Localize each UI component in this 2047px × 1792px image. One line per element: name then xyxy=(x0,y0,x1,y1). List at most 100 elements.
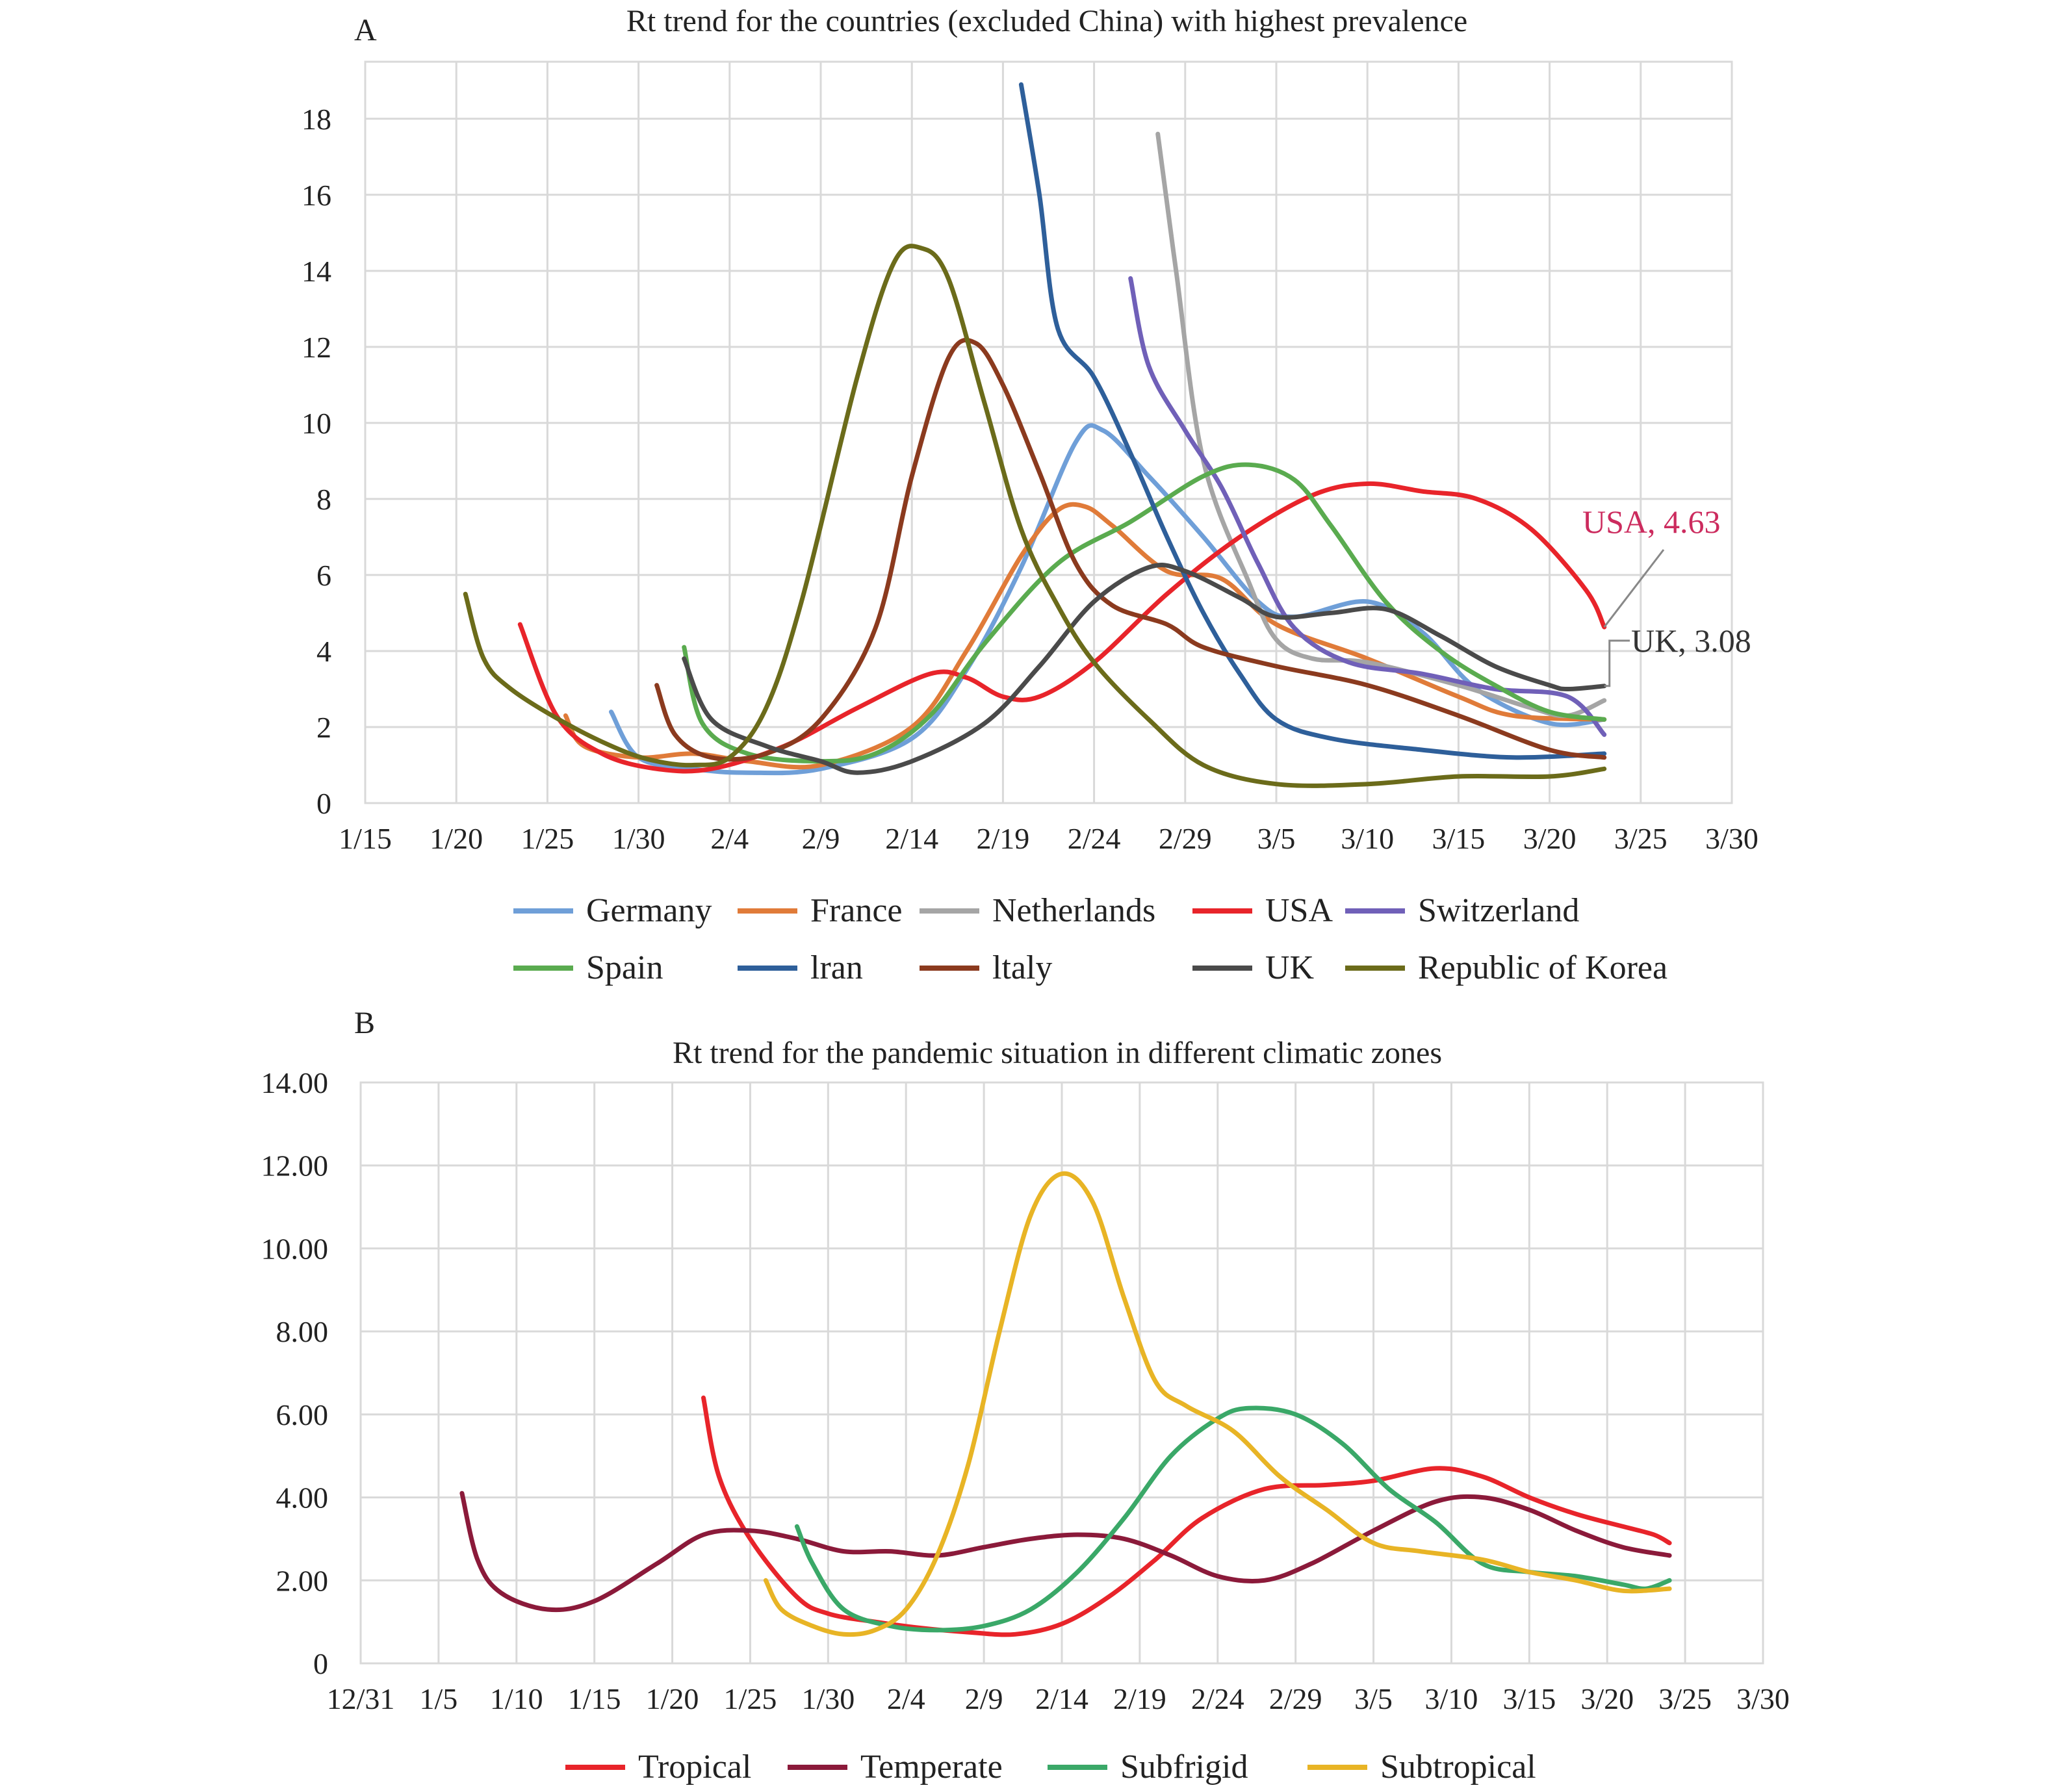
annotation-usa: USA, 4.63 xyxy=(1582,504,1721,628)
y-tick-label: 2.00 xyxy=(276,1564,329,1597)
legend-item-temperate: Temperate xyxy=(788,1748,1003,1786)
annotations-a: USA, 4.63 UK, 3.08 xyxy=(1582,504,1751,687)
legend-item-netherlands: Netherlands xyxy=(920,892,1155,929)
series-line-usa xyxy=(517,481,1607,774)
x-tick-label: 1/10 xyxy=(490,1682,543,1715)
x-axis-a: 1/15 1/20 1/25 1/30 2/4 2/9 2/14 2/19 2/24 2/29 3/… xyxy=(339,822,1758,855)
series-group-a xyxy=(463,82,1607,788)
x-tick-label: 3/15 xyxy=(1432,822,1486,855)
x-tick-label: 2/29 xyxy=(1159,822,1212,855)
y-tick-label: 18 xyxy=(302,103,331,136)
legend-label: Subtropical xyxy=(1380,1748,1536,1786)
series-line-subfrigid xyxy=(794,1405,1672,1633)
x-tick-label: 2/4 xyxy=(887,1682,925,1715)
x-tick-label: 3/20 xyxy=(1580,1682,1634,1715)
y-tick-label: 16 xyxy=(302,179,331,212)
x-tick-label: 2/9 xyxy=(802,822,840,855)
y-tick-label: 4.00 xyxy=(276,1481,329,1515)
x-tick-label: 2/19 xyxy=(977,822,1030,855)
y-tick-label: 8 xyxy=(316,483,331,516)
series-line-uk xyxy=(682,563,1607,775)
x-tick-label: 1/20 xyxy=(430,822,483,855)
y-tick-label: 12.00 xyxy=(261,1149,329,1183)
legend-item-tropical: Tropical xyxy=(565,1748,751,1786)
y-tick-label: 0 xyxy=(313,1647,328,1680)
chart-title-a: Rt trend for the countries (excluded Chi… xyxy=(626,4,1467,38)
x-tick-label: 2/29 xyxy=(1269,1682,1322,1715)
legend-item-lran: lran xyxy=(738,949,863,986)
series-line-republic-of-korea xyxy=(463,244,1607,788)
x-tick-label: 3/25 xyxy=(1658,1682,1712,1715)
y-axis-a: 0 2 4 6 8 10 12 14 16 18 xyxy=(302,103,331,820)
legend-item-ltaly: ltaly xyxy=(920,949,1052,986)
x-tick-label: 3/30 xyxy=(1736,1682,1790,1715)
x-tick-label: 3/30 xyxy=(1705,822,1758,855)
legend-label: Switzerland xyxy=(1418,892,1579,929)
series-line-ltaly xyxy=(654,337,1607,762)
x-tick-label: 2/14 xyxy=(1035,1682,1088,1715)
x-tick-label: 3/15 xyxy=(1502,1682,1556,1715)
grid-b xyxy=(359,1081,1764,1665)
panel-label-b: B xyxy=(354,1006,375,1040)
series-group-b xyxy=(459,1171,1672,1637)
x-tick-label: 2/4 xyxy=(710,822,749,855)
y-tick-label: 12 xyxy=(302,331,331,364)
annotation-uk: UK, 3.08 xyxy=(1604,622,1751,687)
legend-label: Republic of Korea xyxy=(1418,949,1667,986)
series-line-germany xyxy=(609,423,1607,776)
annotation-leader xyxy=(1603,549,1665,628)
legend-label: lran xyxy=(810,949,863,986)
x-tick-label: 2/14 xyxy=(885,822,938,855)
y-tick-label: 14 xyxy=(302,255,331,288)
series-line-subtropical xyxy=(763,1171,1672,1637)
legend-item-germany: Germany xyxy=(513,892,712,929)
x-tick-label: 2/9 xyxy=(965,1682,1003,1715)
x-tick-label: 1/15 xyxy=(339,822,392,855)
legend-label: UK xyxy=(1265,949,1315,986)
legend-a: Germany France Netherlands USA Switzerland Sp… xyxy=(513,892,1667,986)
legend-item-subtropical: Subtropical xyxy=(1307,1748,1536,1786)
x-tick-label: 1/30 xyxy=(612,822,665,855)
y-tick-label: 2 xyxy=(316,711,331,744)
y-tick-label: 8.00 xyxy=(276,1315,329,1348)
y-tick-label: 0 xyxy=(316,787,331,820)
panel-label-a: A xyxy=(354,13,377,47)
series-line-switzerland xyxy=(1128,276,1607,737)
series-line-temperate xyxy=(459,1491,1672,1613)
legend-item-republic-of-korea: Republic of Korea xyxy=(1345,949,1667,986)
y-tick-label: 6 xyxy=(316,559,331,592)
legend-item-usa: USA xyxy=(1192,892,1333,929)
y-tick-label: 10 xyxy=(302,407,331,440)
legend-label: Temperate xyxy=(860,1748,1003,1786)
x-tick-label: 1/25 xyxy=(521,822,574,855)
x-tick-label: 1/20 xyxy=(646,1682,699,1715)
legend-item-subfrigid: Subfrigid xyxy=(1048,1748,1248,1786)
legend-label: Subfrigid xyxy=(1120,1748,1248,1786)
panel-b: B Rt trend for the pandemic situation in… xyxy=(261,1006,1790,1786)
annotation-leader xyxy=(1604,639,1630,687)
legend-label: Tropical xyxy=(638,1748,751,1786)
x-tick-label: 2/24 xyxy=(1068,822,1121,855)
annotation-label: UK, 3.08 xyxy=(1631,622,1751,659)
y-tick-label: 4 xyxy=(316,635,331,668)
x-tick-label: 1/5 xyxy=(419,1682,457,1715)
legend-label: Germany xyxy=(586,892,712,929)
series-line-spain xyxy=(682,462,1607,764)
x-tick-label: 12/31 xyxy=(327,1682,395,1715)
x-axis-b: 12/31 1/5 1/10 1/15 1/20 1/25 1/30 2/4 2/9 2/14 2/… xyxy=(327,1682,1790,1715)
series-line-netherlands xyxy=(1155,131,1607,719)
x-tick-label: 3/10 xyxy=(1341,822,1394,855)
x-tick-label: 3/20 xyxy=(1523,822,1577,855)
legend-item-uk: UK xyxy=(1192,949,1315,986)
x-tick-label: 3/5 xyxy=(1354,1682,1393,1715)
chart-title-b: Rt trend for the pandemic situation in d… xyxy=(673,1036,1442,1070)
y-axis-b: 0 2.00 4.00 6.00 8.00 10.00 12.00 14.00 xyxy=(261,1066,329,1680)
legend-label: USA xyxy=(1265,892,1333,929)
annotation-label: USA, 4.63 xyxy=(1582,504,1721,540)
legend-label: Spain xyxy=(586,949,663,986)
legend-label: ltaly xyxy=(992,949,1052,986)
x-tick-label: 2/19 xyxy=(1113,1682,1166,1715)
x-tick-label: 1/30 xyxy=(801,1682,855,1715)
y-tick-label: 14.00 xyxy=(261,1066,329,1099)
